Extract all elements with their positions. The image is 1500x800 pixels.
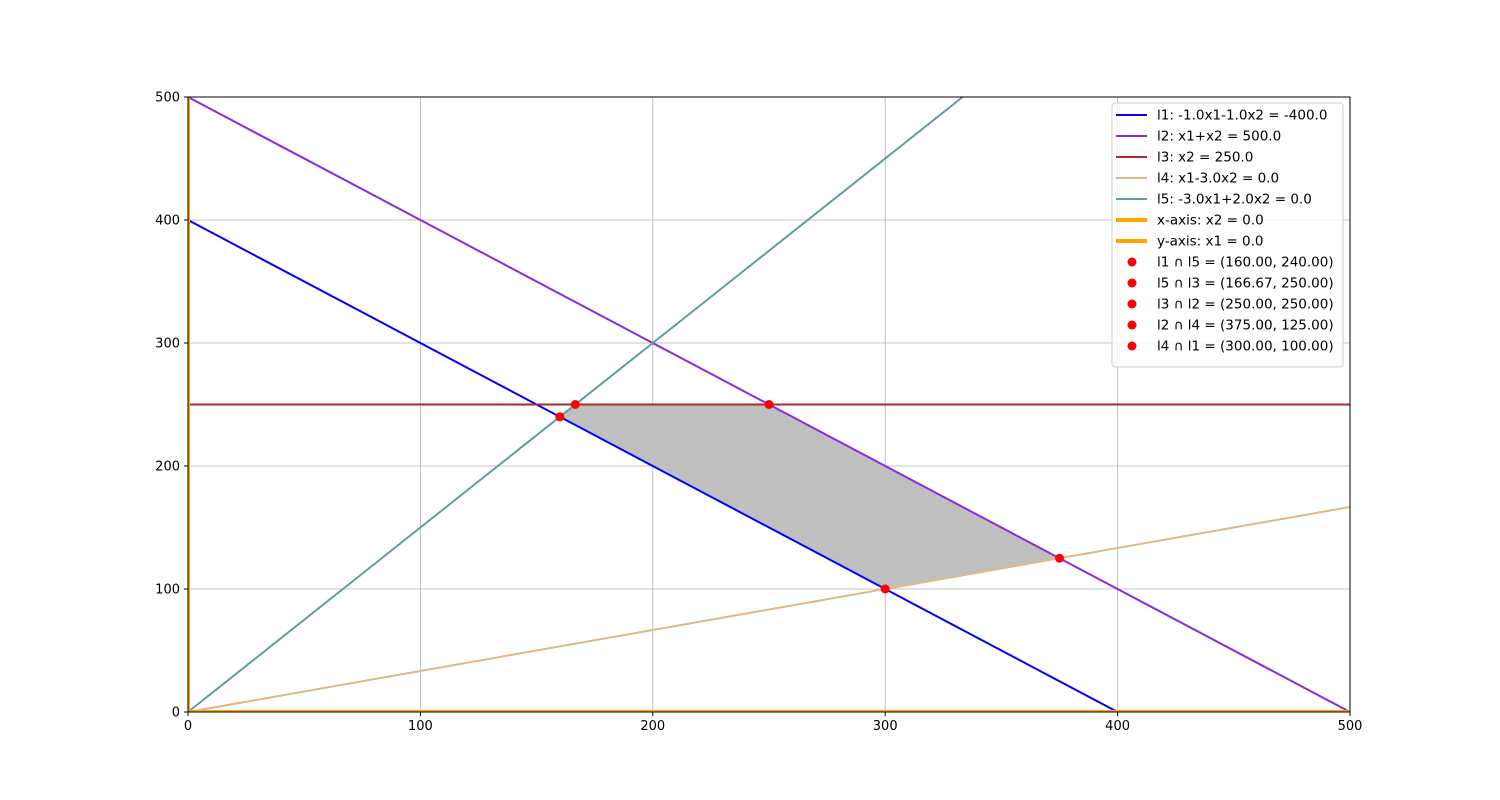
- series-line: [188, 219, 1119, 712]
- legend-label: l3 ∩ l2 = (250.00, 250.00): [1157, 297, 1334, 313]
- y-tick-label: 400: [155, 214, 180, 229]
- legend-point-swatch: [1127, 341, 1137, 351]
- y-tick-label: 0: [172, 706, 180, 721]
- legend-label: l4: x1-3.0x2 = 0.0: [1157, 171, 1279, 187]
- legend-label: y-axis: x1 = 0.0: [1157, 234, 1263, 250]
- y-tick-label: 100: [155, 583, 180, 598]
- x-tick-label: 100: [408, 719, 433, 734]
- legend-label: l4 ∩ l1 = (300.00, 100.00): [1157, 339, 1334, 355]
- y-tick-label: 200: [155, 460, 180, 475]
- legend-point-swatch: [1127, 320, 1137, 330]
- feasible-region: [559, 404, 1060, 589]
- legend: l1: -1.0x1-1.0x2 = -400.0 l2: x1+x2 = 500…: [1111, 102, 1344, 368]
- y-tick-label: 300: [155, 337, 180, 352]
- x-tick-label: 400: [1105, 719, 1130, 734]
- legend-label: x-axis: x2 = 0.0: [1157, 213, 1264, 229]
- x-tick-label: 200: [640, 719, 665, 734]
- intersection-point: [764, 400, 774, 409]
- legend-label: l1: -1.0x1-1.0x2 = -400.0: [1157, 108, 1327, 124]
- legend-label: l1 ∩ l5 = (160.00, 240.00): [1157, 255, 1334, 271]
- legend-box: [1111, 102, 1344, 368]
- plot-frame: [187, 96, 1351, 713]
- legend-point-swatch: [1127, 278, 1137, 288]
- legend-label: l2: x1+x2 = 500.0: [1157, 129, 1281, 145]
- intersection-point: [1055, 553, 1064, 563]
- x-tick-label: 0: [184, 719, 192, 734]
- intersection-point: [555, 412, 565, 422]
- intersection-points: [555, 400, 1064, 594]
- y-tick-label: 500: [155, 91, 180, 106]
- intersection-point: [570, 400, 580, 409]
- legend-point-swatch: [1127, 299, 1137, 309]
- series-line: [188, 506, 1350, 712]
- legend-label: l2 ∩ l4 = (375.00, 125.00): [1157, 318, 1334, 334]
- legend-point-swatch: [1127, 257, 1137, 267]
- axis-ticks: 0 100 200 300 400 500 0 100 200 300 400 500: [155, 91, 1362, 735]
- x-tick-label: 500: [1338, 719, 1363, 734]
- legend-label: l5 ∩ l3 = (166.67, 250.00): [1157, 276, 1334, 292]
- intersection-point: [880, 584, 890, 594]
- feasible-region-layer: [559, 404, 1060, 589]
- x-tick-label: 300: [873, 719, 898, 734]
- legend-label: l3: x2 = 250.0: [1157, 150, 1253, 166]
- legend-label: l5: -3.0x1+2.0x2 = 0.0: [1157, 192, 1312, 208]
